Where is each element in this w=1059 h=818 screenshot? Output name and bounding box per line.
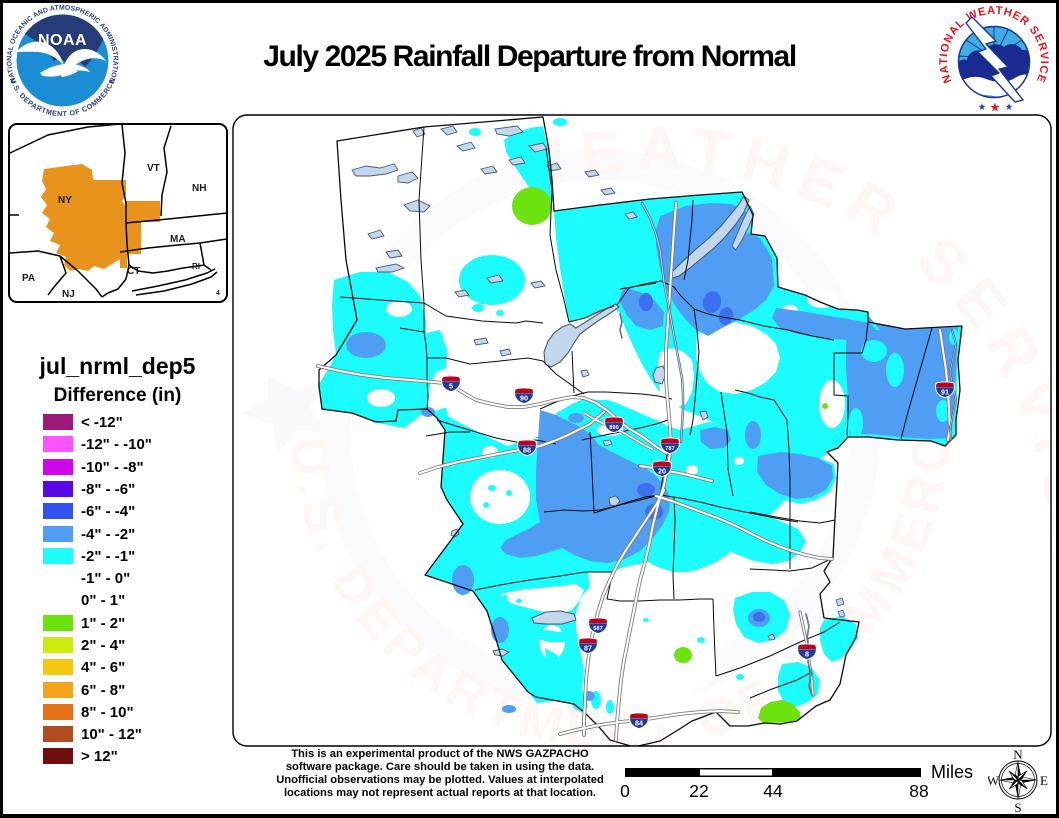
svg-text:NH: NH [192,183,206,194]
svg-text:S: S [1014,800,1021,814]
svg-text:44: 44 [763,781,783,801]
svg-text:587: 587 [593,626,603,632]
svg-text:20: 20 [658,467,666,476]
svg-text:890: 890 [609,425,619,431]
svg-text:88: 88 [909,781,928,801]
svg-text:91: 91 [941,388,949,397]
svg-text:4: 4 [216,290,220,297]
svg-text:5: 5 [449,382,453,391]
svg-text:90: 90 [520,394,528,403]
svg-text:87: 87 [584,644,592,653]
svg-text:0: 0 [620,781,630,801]
svg-text:W: W [988,773,1000,788]
svg-text:★: ★ [1005,102,1014,113]
svg-text:88: 88 [523,446,531,455]
svg-text:84: 84 [635,719,643,728]
svg-text:VT: VT [147,163,160,174]
svg-text:PA: PA [22,273,35,284]
svg-text:CT: CT [127,266,140,277]
svg-text:RI: RI [192,262,200,271]
svg-text:NOAA: NOAA [38,32,87,49]
svg-text:22: 22 [689,781,708,801]
svg-text:N: N [1013,748,1023,762]
svg-text:MA: MA [170,234,186,245]
svg-text:8: 8 [805,650,809,659]
svg-text:NY: NY [58,195,72,206]
svg-text:NJ: NJ [62,289,75,300]
svg-text:E: E [1040,773,1048,788]
svg-text:★: ★ [989,101,1000,115]
svg-text:787: 787 [665,446,675,452]
svg-text:★: ★ [978,102,987,113]
